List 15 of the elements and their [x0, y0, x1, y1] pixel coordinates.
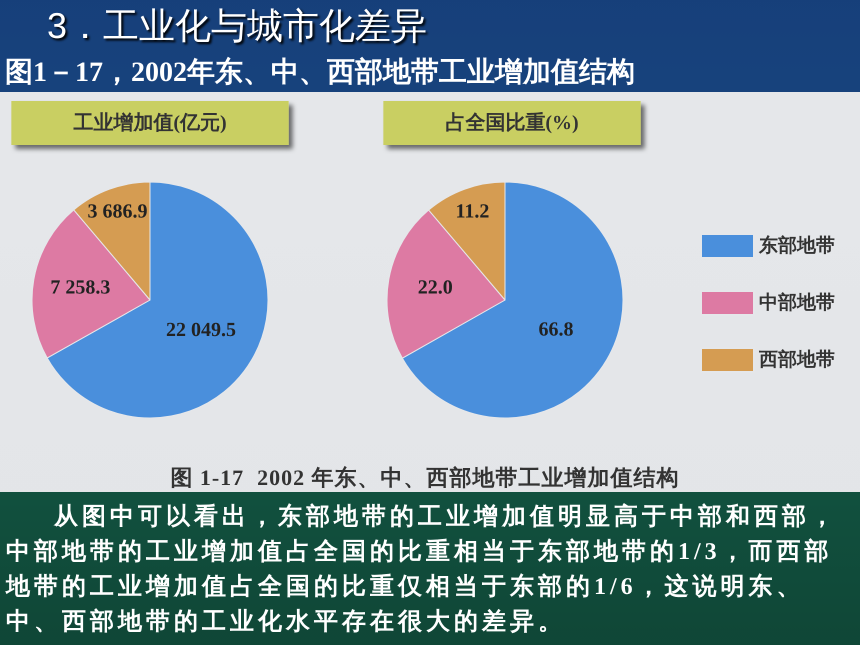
data-label: 3 686.9	[88, 200, 148, 222]
data-label: 11.2	[456, 200, 490, 222]
caption: 图 1-17 2002 年东、中、西部地带工业增加值结构	[170, 464, 680, 492]
text: 从图中可以看出，东部地带的工业增加值明显高于中部和西部，中部地带的工业增加值占全国的比重相当于东部地带的1/3，而西部地带的工业增加值占全国的比重仅相当于东部的1/6，这说明东、中、西部地带的工业化水平存在很大的差异。	[6, 502, 839, 637]
data-label: 22 049.5	[166, 318, 236, 341]
legend-label: 中部地带	[759, 292, 835, 314]
text: 3．工业化与城市化差异	[47, 4, 428, 48]
chart-title: 占全国比重(%)	[445, 111, 579, 134]
data-label: 22.0	[418, 276, 453, 299]
chart-title: 工业增加值(亿元)	[72, 112, 227, 134]
legend-label: 西部地带	[758, 348, 835, 370]
data-label: 66.8	[538, 318, 574, 341]
legend-label: 东部地带	[758, 234, 835, 256]
data-label: 7 258.3	[50, 276, 110, 298]
caption: 图1－17，2002年东、中、西部地带工业增加值结构	[5, 56, 635, 90]
